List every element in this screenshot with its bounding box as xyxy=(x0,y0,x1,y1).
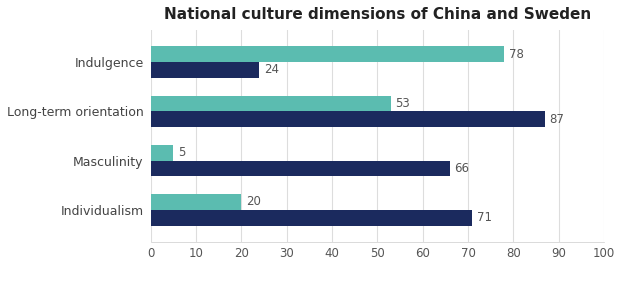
Title: National culture dimensions of China and Sweden: National culture dimensions of China and… xyxy=(164,7,591,22)
Text: 71: 71 xyxy=(477,211,492,224)
Bar xyxy=(151,160,450,176)
Bar xyxy=(151,194,241,210)
Text: 78: 78 xyxy=(509,48,524,61)
Text: 5: 5 xyxy=(178,146,185,159)
Text: 24: 24 xyxy=(264,63,279,76)
Bar xyxy=(151,62,259,78)
Bar xyxy=(151,111,545,127)
Text: 87: 87 xyxy=(549,113,564,126)
Text: 53: 53 xyxy=(396,97,410,110)
Legend: Sweden, China: Sweden, China xyxy=(311,294,443,295)
Text: 20: 20 xyxy=(246,196,261,209)
Text: 66: 66 xyxy=(454,162,470,175)
Bar xyxy=(151,46,504,62)
Bar xyxy=(151,145,174,160)
Bar xyxy=(151,96,391,111)
Bar xyxy=(151,210,473,226)
